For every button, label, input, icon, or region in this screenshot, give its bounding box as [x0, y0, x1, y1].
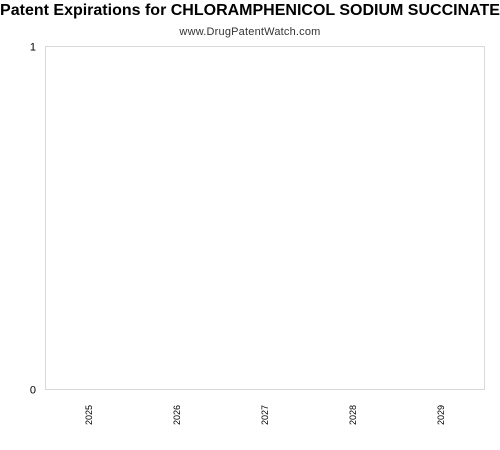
chart-subtitle: www.DrugPatentWatch.com	[179, 26, 321, 38]
x-tick-label: 2025	[84, 405, 94, 425]
y-axis-ticks: 01	[30, 42, 36, 397]
x-tick-label: 2028	[348, 405, 358, 425]
y-tick-label: 0	[30, 385, 36, 397]
x-tick-label: 2029	[436, 405, 446, 425]
x-tick-label: 2027	[260, 405, 270, 425]
y-tick-label: 1	[30, 42, 36, 54]
plot-area	[45, 46, 485, 390]
x-axis-ticks: 2025 2026 2027 2028 2029	[84, 405, 446, 425]
chart-title: Patent Expirations for CHLORAMPHENICOL S…	[0, 2, 500, 19]
x-tick-label: 2026	[172, 405, 182, 425]
